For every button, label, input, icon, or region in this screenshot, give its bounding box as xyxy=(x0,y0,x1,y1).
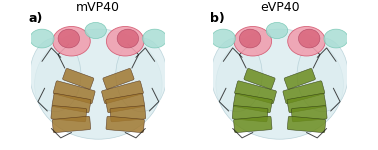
Ellipse shape xyxy=(324,29,348,48)
Ellipse shape xyxy=(211,29,235,48)
FancyBboxPatch shape xyxy=(234,116,272,133)
Ellipse shape xyxy=(216,29,344,139)
Ellipse shape xyxy=(239,29,261,48)
FancyBboxPatch shape xyxy=(287,116,326,133)
FancyBboxPatch shape xyxy=(291,106,327,122)
FancyBboxPatch shape xyxy=(102,81,143,104)
Ellipse shape xyxy=(234,26,272,56)
Ellipse shape xyxy=(288,26,325,56)
FancyBboxPatch shape xyxy=(283,81,325,104)
Ellipse shape xyxy=(34,29,162,139)
FancyBboxPatch shape xyxy=(106,93,145,113)
FancyBboxPatch shape xyxy=(52,93,91,113)
FancyBboxPatch shape xyxy=(244,68,275,89)
Ellipse shape xyxy=(30,29,54,48)
Ellipse shape xyxy=(58,29,79,48)
FancyBboxPatch shape xyxy=(51,106,87,122)
FancyBboxPatch shape xyxy=(287,93,326,113)
FancyBboxPatch shape xyxy=(52,116,91,133)
FancyBboxPatch shape xyxy=(53,81,95,104)
Text: a): a) xyxy=(29,12,43,25)
Ellipse shape xyxy=(211,38,262,112)
FancyBboxPatch shape xyxy=(232,106,268,122)
FancyBboxPatch shape xyxy=(233,93,272,113)
Ellipse shape xyxy=(297,38,348,112)
Ellipse shape xyxy=(85,22,106,39)
FancyBboxPatch shape xyxy=(63,68,94,89)
Ellipse shape xyxy=(30,38,81,112)
Title: eVP40: eVP40 xyxy=(260,1,299,14)
FancyBboxPatch shape xyxy=(235,81,276,104)
FancyBboxPatch shape xyxy=(106,116,144,133)
FancyBboxPatch shape xyxy=(110,106,146,122)
Ellipse shape xyxy=(266,22,288,39)
Ellipse shape xyxy=(53,26,90,56)
FancyBboxPatch shape xyxy=(103,68,134,89)
Text: b): b) xyxy=(210,12,225,25)
Ellipse shape xyxy=(299,29,320,48)
Ellipse shape xyxy=(106,26,144,56)
Title: mVP40: mVP40 xyxy=(76,1,120,14)
Ellipse shape xyxy=(143,29,167,48)
FancyBboxPatch shape xyxy=(284,68,315,89)
Ellipse shape xyxy=(117,29,139,48)
Ellipse shape xyxy=(116,38,167,112)
